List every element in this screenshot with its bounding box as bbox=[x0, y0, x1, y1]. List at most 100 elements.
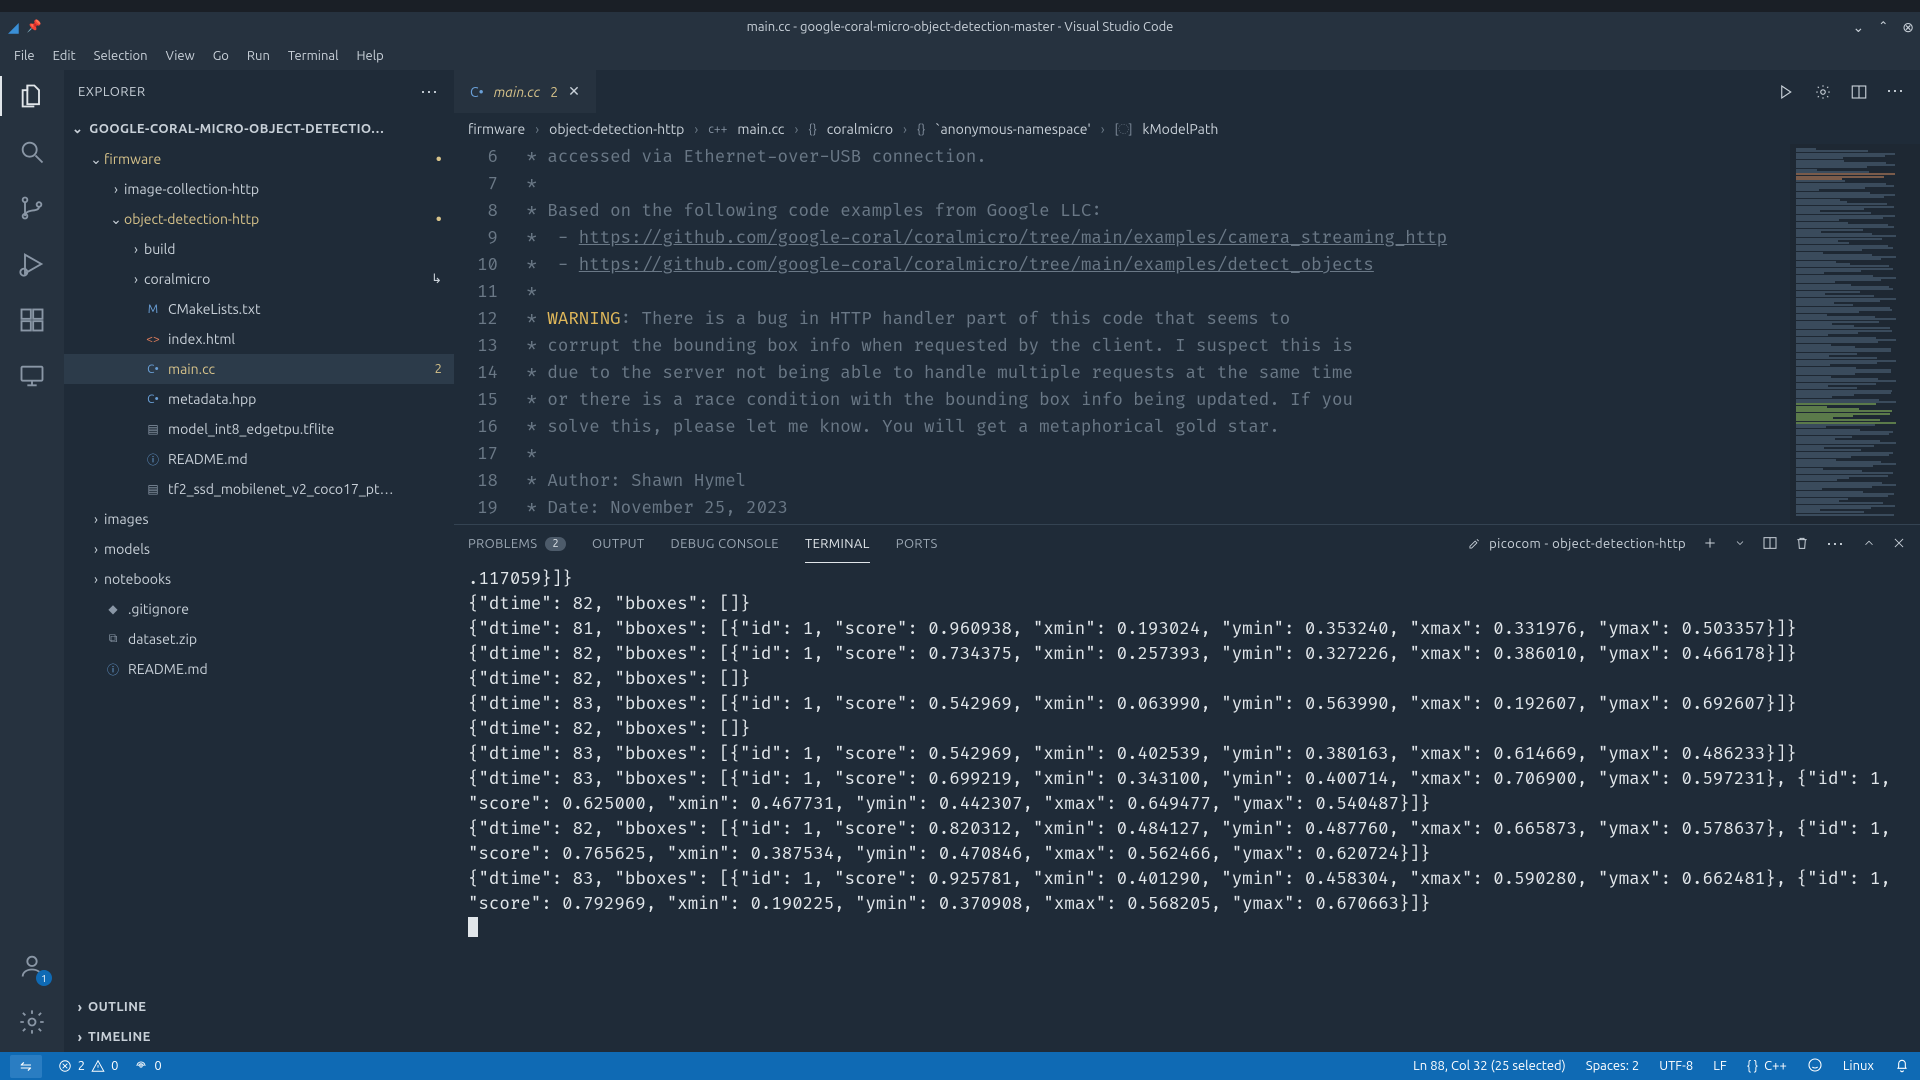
folder-image-collection-http[interactable]: ›image-collection-http bbox=[64, 174, 454, 204]
panel-up-icon[interactable] bbox=[1862, 536, 1876, 553]
close-icon[interactable]: ✕ bbox=[568, 83, 580, 100]
activity-run[interactable] bbox=[16, 248, 48, 280]
activity-remote[interactable] bbox=[16, 360, 48, 392]
line-gutter: 678910111213141516171819 bbox=[454, 144, 516, 524]
tab-main-cc[interactable]: C• main.cc 2 ✕ bbox=[454, 70, 597, 113]
sidebar-more-icon[interactable]: ⋯ bbox=[420, 82, 440, 103]
maximize-icon[interactable]: ⌃ bbox=[1878, 19, 1888, 36]
sidebar-root[interactable]: ⌄ GOOGLE-CORAL-MICRO-OBJECT-DETECTIO… bbox=[64, 114, 454, 144]
menu-run[interactable]: Run bbox=[239, 45, 278, 67]
status-encoding[interactable]: UTF-8 bbox=[1659, 1059, 1693, 1073]
minimap[interactable] bbox=[1790, 144, 1920, 524]
file-main-cc[interactable]: C•main.cc2 bbox=[64, 354, 454, 384]
file-readme-md[interactable]: ⓘREADME.md bbox=[64, 444, 454, 474]
run-chevron-icon[interactable] bbox=[1778, 83, 1796, 101]
split-terminal-icon[interactable] bbox=[1762, 535, 1778, 554]
breadcrumb-icon: [◌] bbox=[1115, 123, 1133, 136]
remote-indicator[interactable]: ⇋ bbox=[10, 1055, 42, 1078]
status-bell-icon[interactable] bbox=[1894, 1057, 1910, 1076]
status-eol[interactable]: LF bbox=[1713, 1059, 1726, 1073]
panel-tab-ports[interactable]: PORTS bbox=[896, 525, 938, 563]
folder-images[interactable]: ›images bbox=[64, 504, 454, 534]
chevron-right-icon: › bbox=[128, 241, 144, 257]
chevron-down-icon: ⌄ bbox=[88, 151, 104, 168]
terminal-chevron-down-icon[interactable] bbox=[1734, 537, 1746, 552]
folder-object-detection-http[interactable]: ⌄object-detection-http• bbox=[64, 204, 454, 234]
menu-file[interactable]: File bbox=[6, 45, 43, 67]
terminal-task-selector[interactable]: picocom - object-detection-http bbox=[1467, 537, 1686, 551]
file--gitignore[interactable]: ◆.gitignore bbox=[64, 594, 454, 624]
panel-tab-terminal[interactable]: TERMINAL bbox=[805, 525, 870, 563]
file-readme-md[interactable]: ⓘREADME.md bbox=[64, 654, 454, 684]
panel-close-icon[interactable] bbox=[1892, 536, 1906, 553]
breadcrumb-item[interactable]: object-detection-http bbox=[549, 121, 684, 137]
breadcrumb-separator: › bbox=[694, 121, 698, 137]
panel-tab-label: PORTS bbox=[896, 537, 938, 551]
new-terminal-icon[interactable] bbox=[1702, 535, 1718, 554]
status-feedback-icon[interactable] bbox=[1807, 1057, 1823, 1076]
status-indent[interactable]: Spaces: 2 bbox=[1586, 1059, 1639, 1073]
panel-tab-badge: 2 bbox=[545, 537, 566, 551]
file-metadata-hpp[interactable]: C•metadata.hpp bbox=[64, 384, 454, 414]
status-language[interactable]: { } C++ bbox=[1747, 1059, 1787, 1073]
cpp-icon: C• bbox=[470, 84, 484, 100]
run-icon bbox=[18, 250, 46, 278]
menu-help[interactable]: Help bbox=[348, 45, 391, 67]
activity-explorer[interactable] bbox=[16, 80, 48, 112]
file-model-int8-edgetpu-tflite[interactable]: ▤model_int8_edgetpu.tflite bbox=[64, 414, 454, 444]
activity-settings[interactable] bbox=[16, 1006, 48, 1038]
tree-item-label: CMakeLists.txt bbox=[168, 301, 260, 317]
breadcrumbs[interactable]: firmware›object-detection-http›c++main.c… bbox=[454, 114, 1920, 144]
menu-edit[interactable]: Edit bbox=[45, 45, 84, 67]
panel-tab-problems[interactable]: PROBLEMS 2 bbox=[468, 525, 566, 563]
minimize-icon[interactable]: ⌄ bbox=[1852, 19, 1864, 36]
status-ports[interactable]: 0 bbox=[134, 1059, 161, 1073]
panel-tab-output[interactable]: OUTPUT bbox=[592, 525, 644, 563]
status-cursor[interactable]: Ln 88, Col 32 (25 selected) bbox=[1413, 1059, 1566, 1073]
gear-icon[interactable] bbox=[1814, 83, 1832, 101]
menu-go[interactable]: Go bbox=[205, 45, 237, 67]
section-outline[interactable]: ›OUTLINE bbox=[64, 992, 454, 1022]
menu-view[interactable]: View bbox=[158, 45, 203, 67]
panel-tab-label: PROBLEMS bbox=[468, 537, 537, 551]
breadcrumb-item[interactable]: kModelPath bbox=[1142, 121, 1218, 137]
activity-extensions[interactable] bbox=[16, 304, 48, 336]
status-bar: ⇋ 2 0 0 Ln 88, Col 32 (25 selected) Spac… bbox=[0, 1052, 1920, 1080]
error-icon bbox=[58, 1059, 72, 1073]
editor-more-icon[interactable]: ⋯ bbox=[1886, 81, 1906, 102]
menu-selection[interactable]: Selection bbox=[86, 45, 156, 67]
terminal-output[interactable]: .117059}]}{"dtime": 82, "bboxes": []}{"d… bbox=[454, 563, 1920, 1052]
folder-models[interactable]: ›models bbox=[64, 534, 454, 564]
breadcrumb-item[interactable]: main.cc bbox=[737, 121, 784, 137]
menu-terminal[interactable]: Terminal bbox=[280, 45, 347, 67]
file-cmakelists-txt[interactable]: MCMakeLists.txt bbox=[64, 294, 454, 324]
tree-item-indicator: 2 bbox=[435, 362, 442, 376]
breadcrumb-item[interactable]: `anonymous-namespace' bbox=[935, 121, 1090, 137]
activity-search[interactable] bbox=[16, 136, 48, 168]
folder-notebooks[interactable]: ›notebooks bbox=[64, 564, 454, 594]
explorer-sidebar: EXPLORER ⋯ ⌄ GOOGLE-CORAL-MICRO-OBJECT-D… bbox=[64, 70, 454, 1052]
section-timeline[interactable]: ›TIMELINE bbox=[64, 1022, 454, 1052]
status-problems[interactable]: 2 0 bbox=[58, 1059, 119, 1073]
panel-tab-label: OUTPUT bbox=[592, 537, 644, 551]
breadcrumb-item[interactable]: firmware bbox=[468, 121, 525, 137]
titlebar-left-icons: ◢ 📌 bbox=[0, 19, 42, 36]
code-editor[interactable]: 678910111213141516171819 * accessed via … bbox=[454, 144, 1790, 524]
sidebar-bottom: ›OUTLINE›TIMELINE bbox=[64, 992, 454, 1052]
close-window-icon[interactable]: ⊗ bbox=[1902, 19, 1914, 36]
folder-firmware[interactable]: ⌄firmware• bbox=[64, 144, 454, 174]
status-remote-os[interactable]: Linux bbox=[1843, 1059, 1874, 1073]
panel-tab-debug-console[interactable]: DEBUG CONSOLE bbox=[671, 525, 779, 563]
split-editor-icon[interactable] bbox=[1850, 83, 1868, 101]
folder-build[interactable]: ›build bbox=[64, 234, 454, 264]
panel-more-icon[interactable]: ⋯ bbox=[1826, 534, 1846, 555]
folder-coralmicro[interactable]: ›coralmicro↳ bbox=[64, 264, 454, 294]
pin-icon: 📌 bbox=[27, 19, 42, 36]
breadcrumb-item[interactable]: coralmicro bbox=[827, 121, 893, 137]
kill-terminal-icon[interactable] bbox=[1794, 535, 1810, 554]
activity-scm[interactable] bbox=[16, 192, 48, 224]
file-dataset-zip[interactable]: ⧉dataset.zip bbox=[64, 624, 454, 654]
file-index-html[interactable]: <>index.html bbox=[64, 324, 454, 354]
activity-account[interactable]: 1 bbox=[16, 950, 48, 982]
file-tf2-ssd-mobilenet-v2-coco17-pt-[interactable]: ▤tf2_ssd_mobilenet_v2_coco17_pt… bbox=[64, 474, 454, 504]
